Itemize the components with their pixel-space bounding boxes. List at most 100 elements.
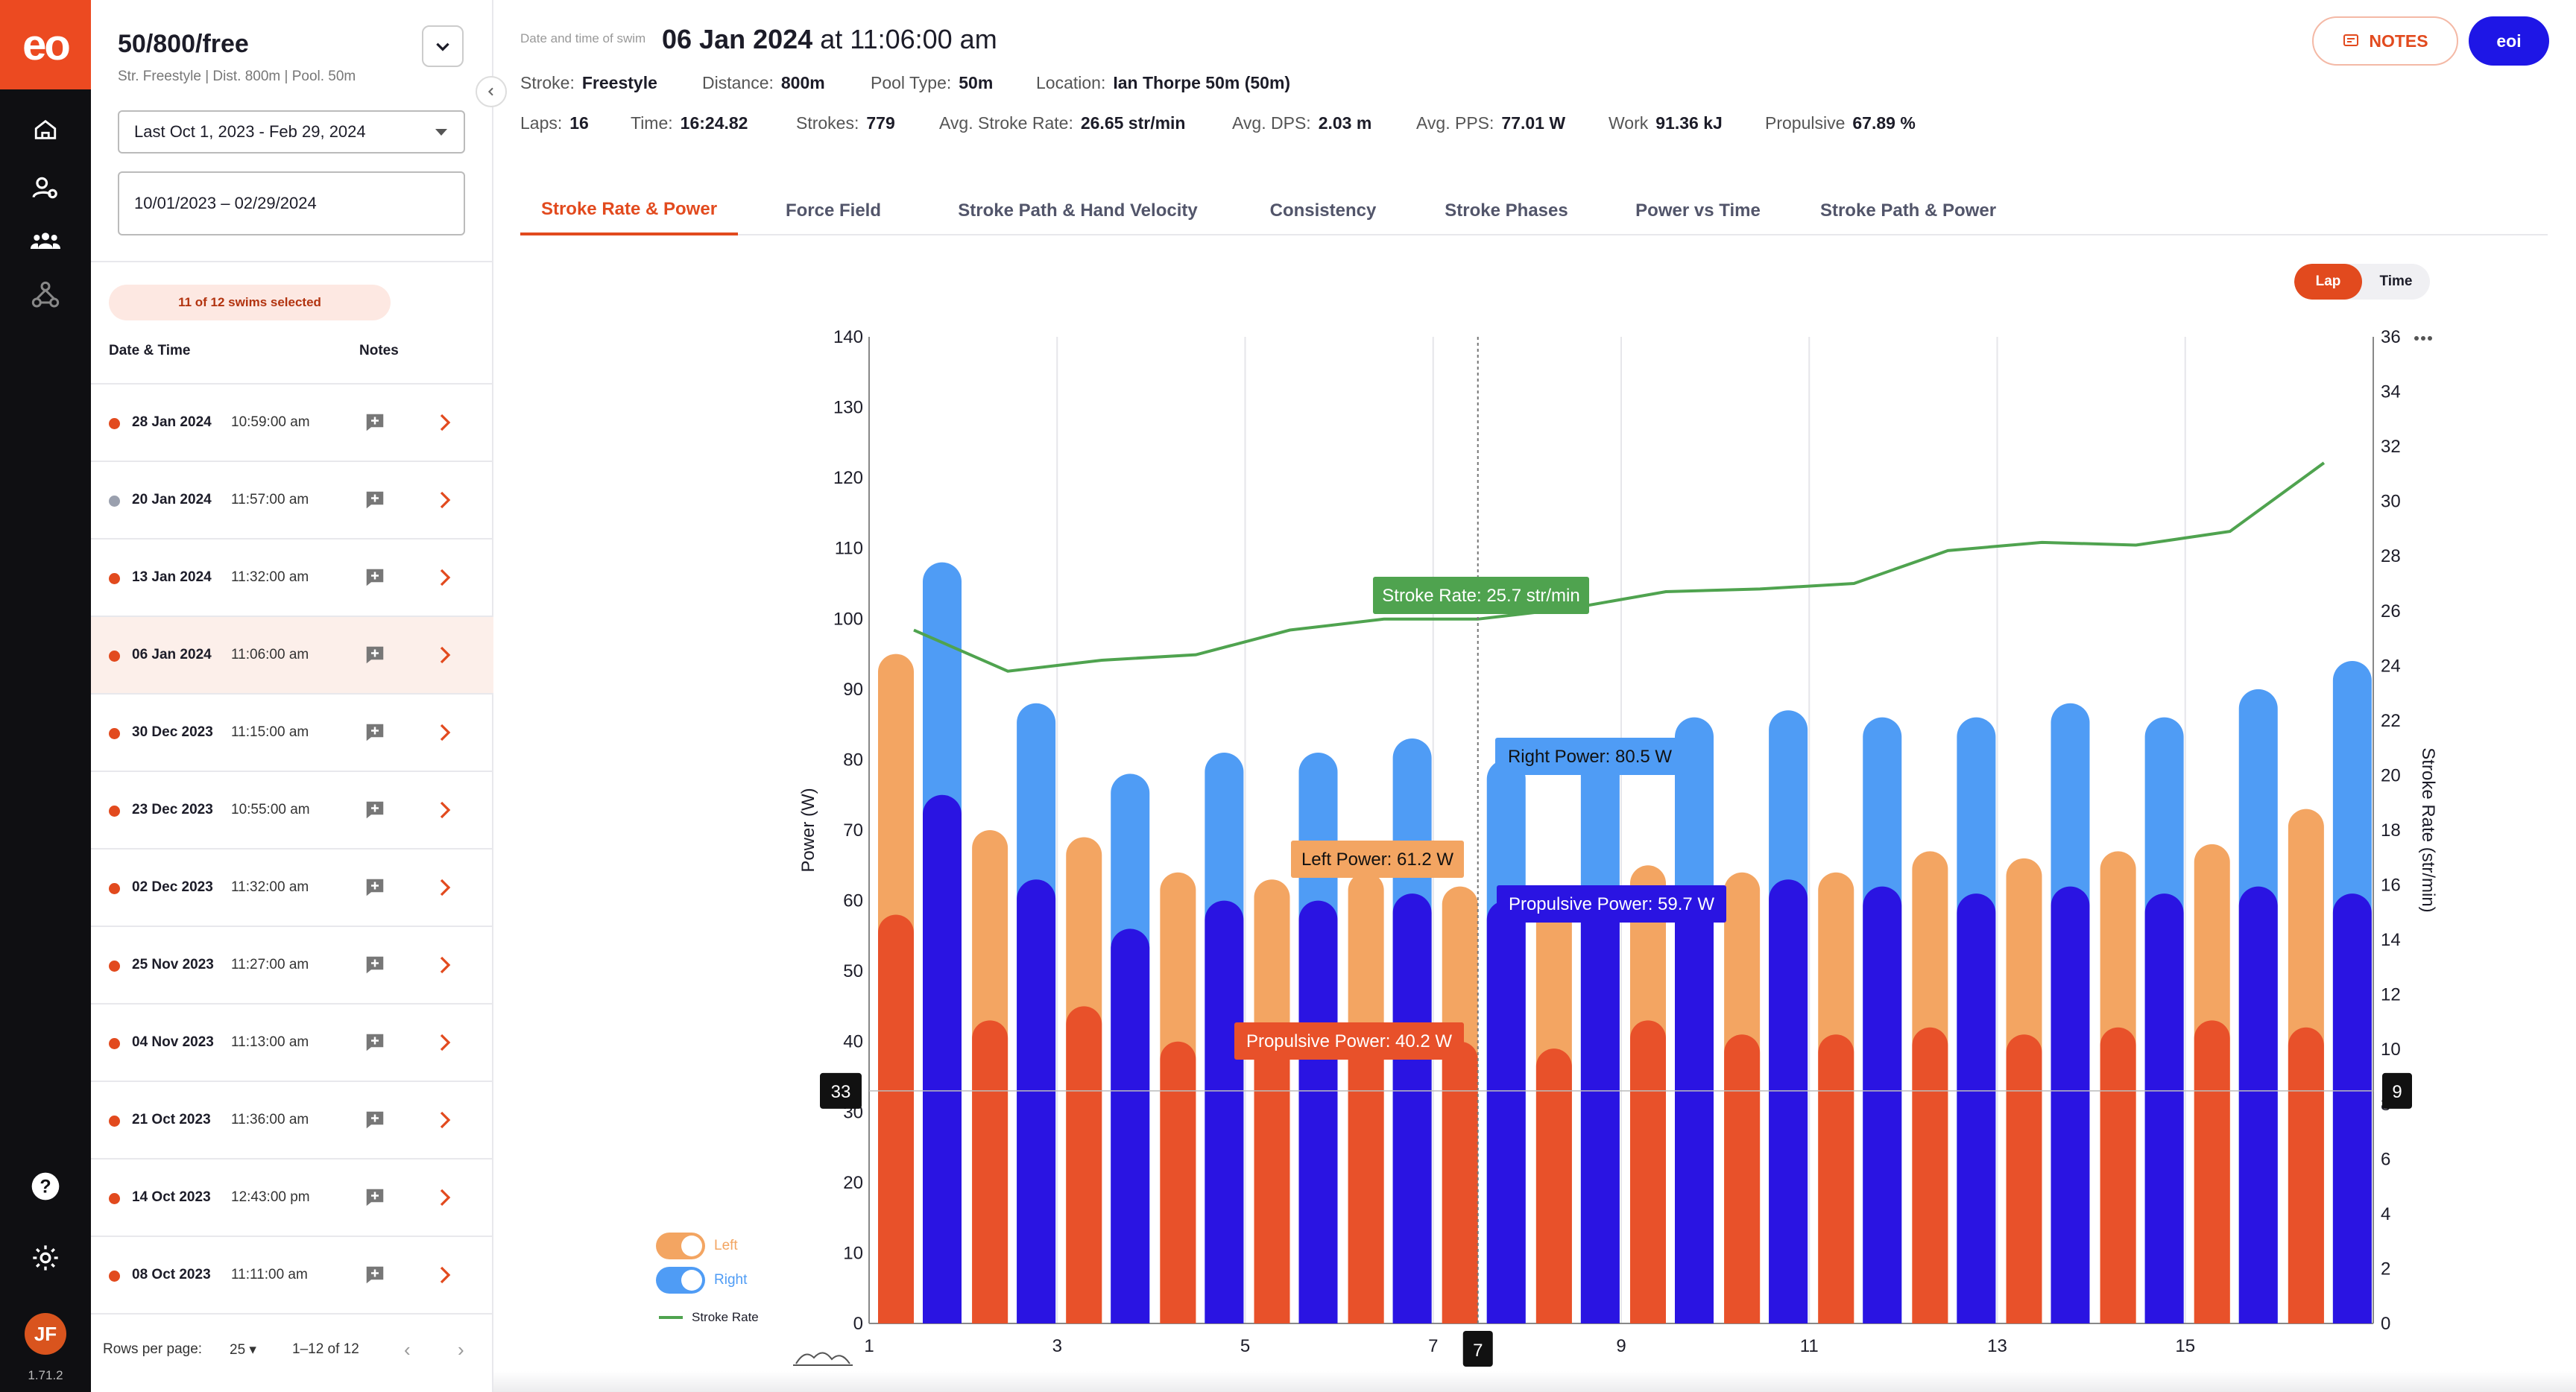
chevron-right-icon[interactable] [434, 489, 456, 511]
swim-row[interactable]: 13 Jan 2024 11:32:00 am [91, 540, 493, 617]
legend-stroke-rate-label: Stroke Rate [692, 1310, 759, 1324]
y-tick-label: 140 [833, 327, 863, 347]
network-icon[interactable] [28, 277, 63, 313]
bar-left-propulsive [878, 914, 914, 1323]
rows-per-page-select[interactable]: 25 ▾ [230, 1342, 256, 1358]
chevron-right-icon[interactable] [434, 644, 456, 666]
chevron-right-icon[interactable] [434, 566, 456, 589]
time-toggle[interactable]: Time [2379, 273, 2413, 289]
swim-status-dot [109, 961, 120, 972]
tab-force-field[interactable]: Force Field [785, 200, 882, 221]
tab-power-vs-time[interactable]: Power vs Time [1635, 200, 1761, 221]
bar-left-propulsive [1160, 1041, 1196, 1323]
y-axis-title: Power (W) [798, 788, 818, 872]
chevron-right-icon[interactable] [434, 954, 456, 976]
swim-row[interactable]: 06 Jan 2024 11:06:00 am [91, 617, 493, 695]
bar-right-propulsive [1392, 893, 1432, 1323]
bar-left-propulsive [972, 1020, 1008, 1323]
swim-status-dot [109, 418, 120, 429]
bar-left-propulsive [1254, 1041, 1290, 1323]
swim-wave-icon [795, 1352, 850, 1364]
date-range-input[interactable]: 10/01/2023 – 02/29/2024 [118, 171, 465, 235]
chevron-right-icon[interactable] [434, 1109, 456, 1131]
collapse-sidebar-button[interactable] [476, 76, 507, 107]
swim-row[interactable]: 14 Oct 2023 12:43:00 pm [91, 1160, 493, 1237]
chevron-right-icon[interactable] [434, 1264, 456, 1286]
app-logo[interactable]: eo [0, 0, 91, 89]
y2-axis-title: Stroke Rate (str/min) [2418, 747, 2438, 912]
swim-row[interactable]: 20 Jan 2024 11:57:00 am [91, 462, 493, 540]
svg-text:?: ? [40, 1176, 51, 1197]
settings-icon[interactable] [28, 1240, 63, 1276]
chevron-right-icon[interactable] [434, 1186, 456, 1209]
user-settings-icon[interactable] [28, 170, 63, 206]
swim-row[interactable]: 02 Dec 2023 11:32:00 am [91, 850, 493, 927]
tab-stroke-path-power[interactable]: Stroke Path & Power [1819, 200, 1997, 221]
home-icon[interactable] [28, 112, 63, 148]
swim-row[interactable]: 25 Nov 2023 11:27:00 am [91, 927, 493, 1005]
chevron-right-icon[interactable] [434, 1031, 456, 1054]
chevron-right-icon[interactable] [434, 799, 456, 821]
swim-row[interactable]: 21 Oct 2023 11:36:00 am [91, 1082, 493, 1160]
legend-stroke-rate: Stroke Rate [656, 1303, 759, 1332]
swim-row[interactable]: 28 Jan 2024 10:59:00 am [91, 385, 493, 462]
y-tick-label: 110 [835, 539, 863, 559]
tab-stroke-rate-power[interactable]: Stroke Rate & Power [520, 186, 738, 235]
legend-right[interactable]: Right [656, 1265, 747, 1295]
swim-row[interactable]: 30 Dec 2023 11:15:00 am [91, 695, 493, 772]
help-icon[interactable]: ? [28, 1168, 63, 1204]
add-note-icon[interactable] [364, 1031, 386, 1054]
add-note-icon[interactable] [364, 644, 386, 666]
chart-menu-icon[interactable] [2414, 336, 2432, 341]
y2-tick-label: 2 [2381, 1259, 2390, 1279]
team-icon[interactable] [28, 224, 63, 259]
swim-row[interactable]: 08 Oct 2023 11:11:00 am [91, 1237, 493, 1315]
chevron-right-icon[interactable] [434, 411, 456, 434]
tab-stroke-phases[interactable]: Stroke Phases [1445, 200, 1568, 221]
y2-tick-label: 36 [2381, 327, 2401, 347]
swim-date: 14 Oct 2023 [132, 1189, 211, 1205]
swim-time: 11:57:00 am [231, 492, 309, 507]
notes-button[interactable]: NOTES [2312, 16, 2458, 66]
add-note-icon[interactable] [364, 1186, 386, 1209]
bar-left-propulsive [1066, 1006, 1102, 1323]
tooltip-right-propulsive-box [1497, 885, 1726, 923]
legend-left[interactable]: Left [656, 1231, 738, 1261]
swim-time: 11:11:00 am [231, 1267, 308, 1282]
x-tick-label: 11 [1800, 1336, 1819, 1356]
prev-page-icon[interactable]: ‹ [404, 1338, 411, 1361]
add-note-icon[interactable] [364, 1264, 386, 1286]
add-note-icon[interactable] [364, 954, 386, 976]
right-toggle[interactable] [656, 1267, 705, 1294]
add-note-icon[interactable] [364, 799, 386, 821]
swim-date: 06 Jan 2024 [132, 647, 212, 662]
add-note-icon[interactable] [364, 876, 386, 899]
column-header-date[interactable]: Date & Time [109, 343, 191, 358]
y-tick-label: 60 [843, 891, 863, 911]
date-range-select[interactable]: Last Oct 1, 2023 - Feb 29, 2024 [118, 110, 465, 154]
add-note-icon[interactable] [364, 411, 386, 434]
user-avatar[interactable]: JF [25, 1313, 66, 1355]
chevron-right-icon[interactable] [434, 876, 456, 899]
tab-consistency[interactable]: Consistency [1269, 200, 1377, 221]
swim-row[interactable]: 04 Nov 2023 11:13:00 am [91, 1005, 493, 1082]
add-note-icon[interactable] [364, 1109, 386, 1131]
add-note-icon[interactable] [364, 489, 386, 511]
swim-row[interactable]: 23 Dec 2023 10:55:00 am [91, 772, 493, 850]
bar-right-propulsive [1769, 879, 1808, 1323]
analysis-tabs: Stroke Rate & Power Force Field Stroke Pat… [520, 186, 2548, 235]
session-dropdown-button[interactable] [422, 25, 464, 67]
tab-stroke-path-hand-velocity[interactable]: Stroke Path & Hand Velocity [958, 200, 1198, 221]
chevron-right-icon[interactable] [434, 721, 456, 744]
swim-time: 11:32:00 am [231, 879, 309, 895]
add-note-icon[interactable] [364, 721, 386, 744]
next-page-icon[interactable]: › [458, 1338, 464, 1361]
eoi-button[interactable]: eoi [2469, 16, 2549, 66]
lap-toggle[interactable]: Lap [2294, 264, 2362, 300]
left-toggle[interactable] [656, 1233, 705, 1259]
add-note-icon[interactable] [364, 566, 386, 589]
y2-tick-label: 6 [2381, 1149, 2390, 1169]
bar-left-propulsive [2288, 1027, 2324, 1323]
x-tick-label: 9 [1616, 1336, 1626, 1356]
